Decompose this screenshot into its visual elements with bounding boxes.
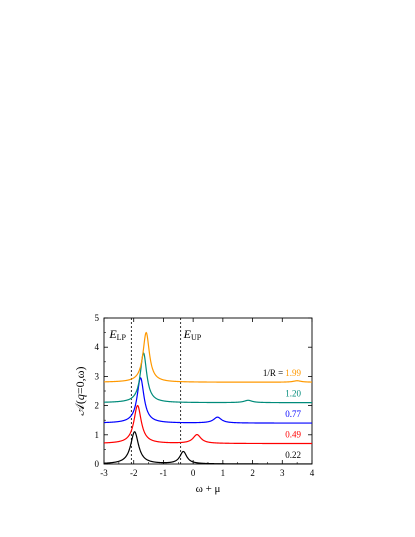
y-axis-label: 𝒜(q=0,ω) <box>73 366 87 415</box>
series-label-1.99: 1.99 <box>285 368 301 378</box>
series-label-1.20: 1.20 <box>285 389 301 399</box>
y-tick-label: 5 <box>95 313 100 323</box>
series-line-1.99 <box>103 331 313 383</box>
y-tick-label: 3 <box>95 371 100 381</box>
x-tick-label: 3 <box>280 468 285 478</box>
series-line-1.20 <box>103 352 312 404</box>
series-line-0.22 <box>103 431 312 465</box>
x-tick-label: 0 <box>191 468 196 478</box>
x-tick-label: -2 <box>130 468 138 478</box>
series-label-0.22: 0.22 <box>285 450 301 460</box>
y-tick-label: 1 <box>95 430 100 440</box>
y-tick-label: 0 <box>95 459 100 469</box>
reference-label-lp: ELP <box>108 327 126 342</box>
legend-prefix: 1/R = <box>263 368 283 378</box>
x-tick-label: 4 <box>310 468 315 478</box>
y-tick-label: 4 <box>95 342 100 352</box>
series-line-0.49 <box>103 404 312 445</box>
y-tick-label: 2 <box>95 401 100 411</box>
plot-area: -3 -2 -1 0 1 2 3 4 0 1 2 3 4 5 ω + μ 𝒜(q=0,ω) ELP EUP 0.22… <box>73 313 315 495</box>
x-axis-label: ω + μ <box>196 483 221 495</box>
x-tick-label: 1 <box>221 468 226 478</box>
series-label-0.49: 0.49 <box>285 430 301 440</box>
series-label-0.77: 0.77 <box>285 409 301 419</box>
x-tick-label: 2 <box>250 468 255 478</box>
x-tick-label: -3 <box>100 468 108 478</box>
reference-label-up: EUP <box>183 327 202 342</box>
x-tick-label: -1 <box>160 468 168 478</box>
